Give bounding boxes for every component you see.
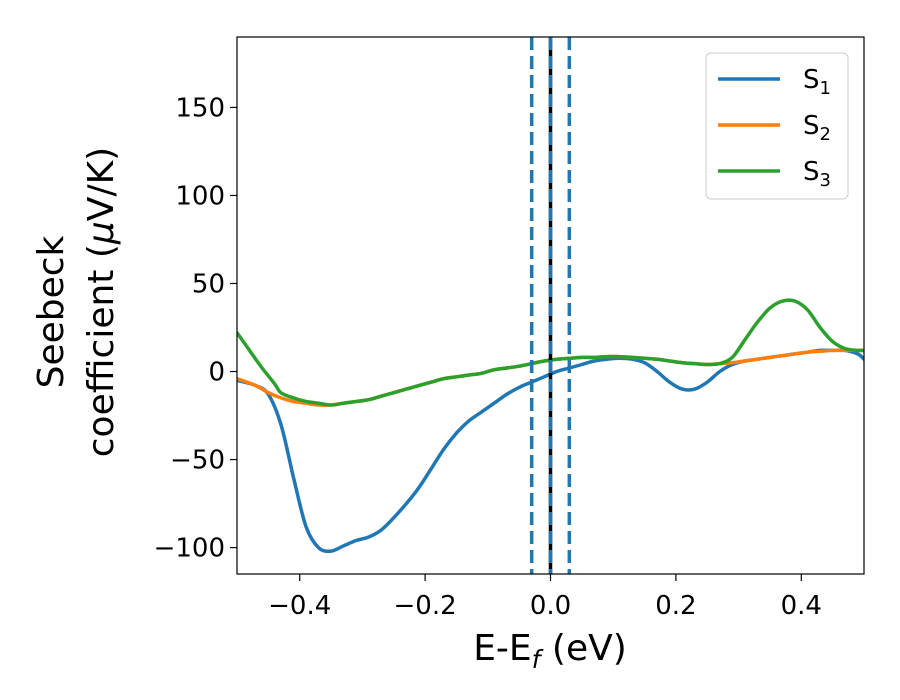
y-tick-label: 0	[208, 358, 225, 388]
legend: S1 S2 S3	[705, 52, 849, 200]
y-axis-title-line1: Seebeck	[31, 235, 72, 388]
y-axis-title: Seebeck coefficient (μV/K)	[31, 147, 122, 457]
x-axis-title-main: E-E	[473, 628, 531, 669]
x-axis-title: E-Ef (eV)	[473, 628, 627, 674]
x-tick-label: −0.2	[394, 591, 457, 621]
legend-label-3: S3	[803, 157, 831, 191]
y-axis-title-mu: μ	[81, 221, 122, 245]
y-axis-title-suffix: V/K)	[81, 147, 122, 221]
x-tick-label: 0.0	[530, 591, 571, 621]
y-tick-label: −100	[154, 534, 225, 564]
legend-label-2: S2	[803, 111, 831, 145]
y-tick-label: −50	[170, 446, 225, 476]
y-tick-label: 150	[175, 93, 225, 123]
x-tick-label: 0.2	[655, 591, 696, 621]
y-tick-label: 100	[175, 181, 225, 211]
vline-layer	[529, 37, 572, 574]
y-axis-title-prefix: coefficient (	[81, 244, 122, 457]
x-axis-ticks: −0.4 −0.2 0.0 0.2 0.4	[268, 574, 822, 621]
y-tick-label: 50	[192, 269, 225, 299]
x-axis-title-rest: (eV)	[540, 628, 626, 669]
x-tick-label: 0.4	[781, 591, 822, 621]
legend-label-1: S1	[803, 65, 831, 99]
y-axis-ticks: −100 −50 0 50 100 150	[154, 93, 237, 564]
x-tick-label: −0.4	[268, 591, 331, 621]
y-axis-title-line2: coefficient (μV/K)	[81, 147, 122, 457]
